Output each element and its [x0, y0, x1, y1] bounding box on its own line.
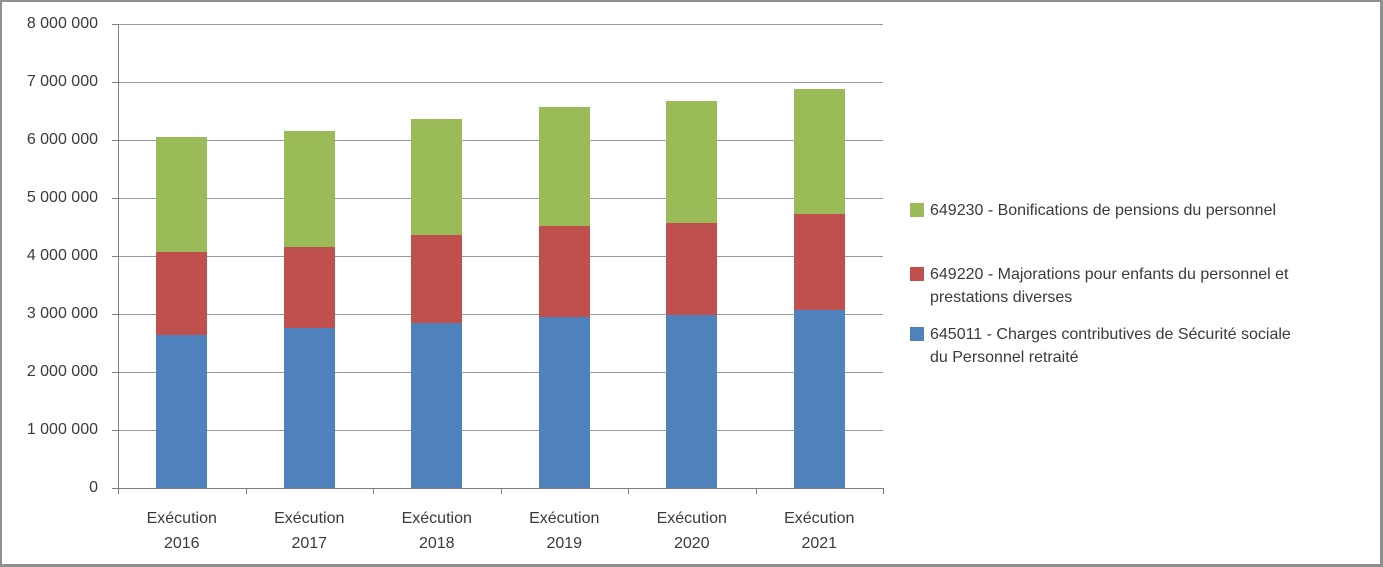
y-axis-tick	[112, 24, 118, 25]
x-axis-category-label: Exécution 2018	[373, 506, 501, 556]
bar-segment-649220-2021	[793, 213, 845, 310]
legend-marker-icon	[910, 327, 924, 341]
y-axis-tick-label: 2 000 000	[26, 363, 98, 380]
y-axis-tick	[112, 140, 118, 141]
gridline	[118, 23, 883, 25]
gridline	[118, 429, 883, 431]
x-axis-category-label: Exécution 2020	[628, 506, 756, 556]
x-label-line1: Exécution	[529, 510, 600, 527]
x-axis-tick	[628, 488, 629, 494]
legend-marker-icon	[910, 203, 924, 217]
x-label-line2: 2016	[163, 535, 200, 552]
y-axis-tick	[112, 430, 118, 431]
bar-segment-645011-2018	[411, 322, 463, 488]
x-axis-line	[118, 488, 884, 489]
bar-segment-649220-2018	[411, 235, 463, 323]
y-axis-tick	[112, 314, 118, 315]
y-axis-line	[118, 24, 119, 494]
bar-segment-649230-2020	[666, 101, 718, 223]
bar-segment-649230-2018	[411, 118, 463, 236]
x-label-line1: Exécution	[274, 510, 345, 527]
y-axis-tick-label: 4 000 000	[26, 247, 98, 264]
x-label-line2: 2020	[673, 535, 710, 552]
gridline	[118, 81, 883, 83]
y-axis-tick-label: 1 000 000	[26, 421, 98, 438]
gridline	[118, 313, 883, 315]
x-axis-tick	[755, 488, 757, 494]
y-axis-tick-label: 6 000 000	[26, 131, 98, 148]
y-axis-tick-label: 8 000 000	[26, 15, 98, 32]
legend-label: 649220 - Majorations pour enfants du per…	[930, 266, 1289, 306]
bar-segment-649230-2017	[283, 130, 335, 247]
x-label-line2: 2018	[418, 535, 455, 552]
x-label-line2: 2017	[291, 535, 328, 552]
x-axis-tick	[245, 488, 247, 494]
gridline	[118, 371, 883, 373]
y-axis-tick-label: 0	[89, 479, 98, 496]
x-label-line2: 2021	[801, 535, 838, 552]
legend-item: 645011 - Charges contributives de Sécuri…	[910, 323, 1291, 369]
x-axis-tick	[883, 488, 884, 494]
bar-segment-645011-2016	[156, 334, 208, 488]
y-axis-tick	[112, 256, 118, 257]
x-axis-category-label: Exécution 2016	[118, 506, 246, 556]
bar-segment-649220-2016	[156, 251, 208, 335]
bar-segment-645011-2017	[283, 327, 335, 488]
x-axis-category-label: Exécution 2019	[501, 506, 629, 556]
x-axis-tick	[500, 488, 502, 494]
y-axis-tick	[112, 372, 118, 373]
bar-segment-649220-2019	[538, 225, 590, 318]
gridline	[118, 197, 883, 199]
bar-segment-649220-2020	[666, 222, 718, 315]
bar-segment-649230-2021	[793, 88, 845, 214]
y-axis-tick-label: 5 000 000	[26, 189, 98, 206]
gridline	[118, 139, 883, 141]
x-axis-tick	[373, 488, 374, 494]
legend-item: 649230 - Bonifications de pensions du pe…	[910, 199, 1276, 222]
x-label-line1: Exécution	[401, 510, 472, 527]
x-label-line1: Exécution	[146, 510, 217, 527]
x-label-line2: 2019	[546, 535, 583, 552]
y-axis-tick	[112, 82, 118, 83]
bar-segment-645011-2021	[793, 309, 845, 488]
y-axis-tick	[112, 488, 118, 489]
x-axis-category-label: Exécution 2021	[756, 506, 884, 556]
bar-segment-649230-2019	[538, 106, 590, 226]
bar-segment-645011-2020	[666, 314, 718, 488]
y-axis-tick	[112, 198, 118, 199]
x-label-line1: Exécution	[784, 510, 855, 527]
bar-segment-645011-2019	[538, 317, 590, 488]
bar-segment-649220-2017	[283, 246, 335, 328]
gridline	[118, 255, 883, 257]
legend-marker-icon	[910, 267, 924, 281]
legend-label: 645011 - Charges contributives de Sécuri…	[930, 326, 1291, 366]
x-label-line1: Exécution	[656, 510, 727, 527]
bar-segment-649230-2016	[156, 137, 208, 252]
legend-label: 649230 - Bonifications de pensions du pe…	[930, 202, 1277, 219]
legend-item: 649220 - Majorations pour enfants du per…	[910, 263, 1288, 309]
y-axis-tick-label: 7 000 000	[26, 73, 98, 90]
x-axis-category-label: Exécution 2017	[246, 506, 374, 556]
y-axis-tick-label: 3 000 000	[26, 305, 98, 322]
